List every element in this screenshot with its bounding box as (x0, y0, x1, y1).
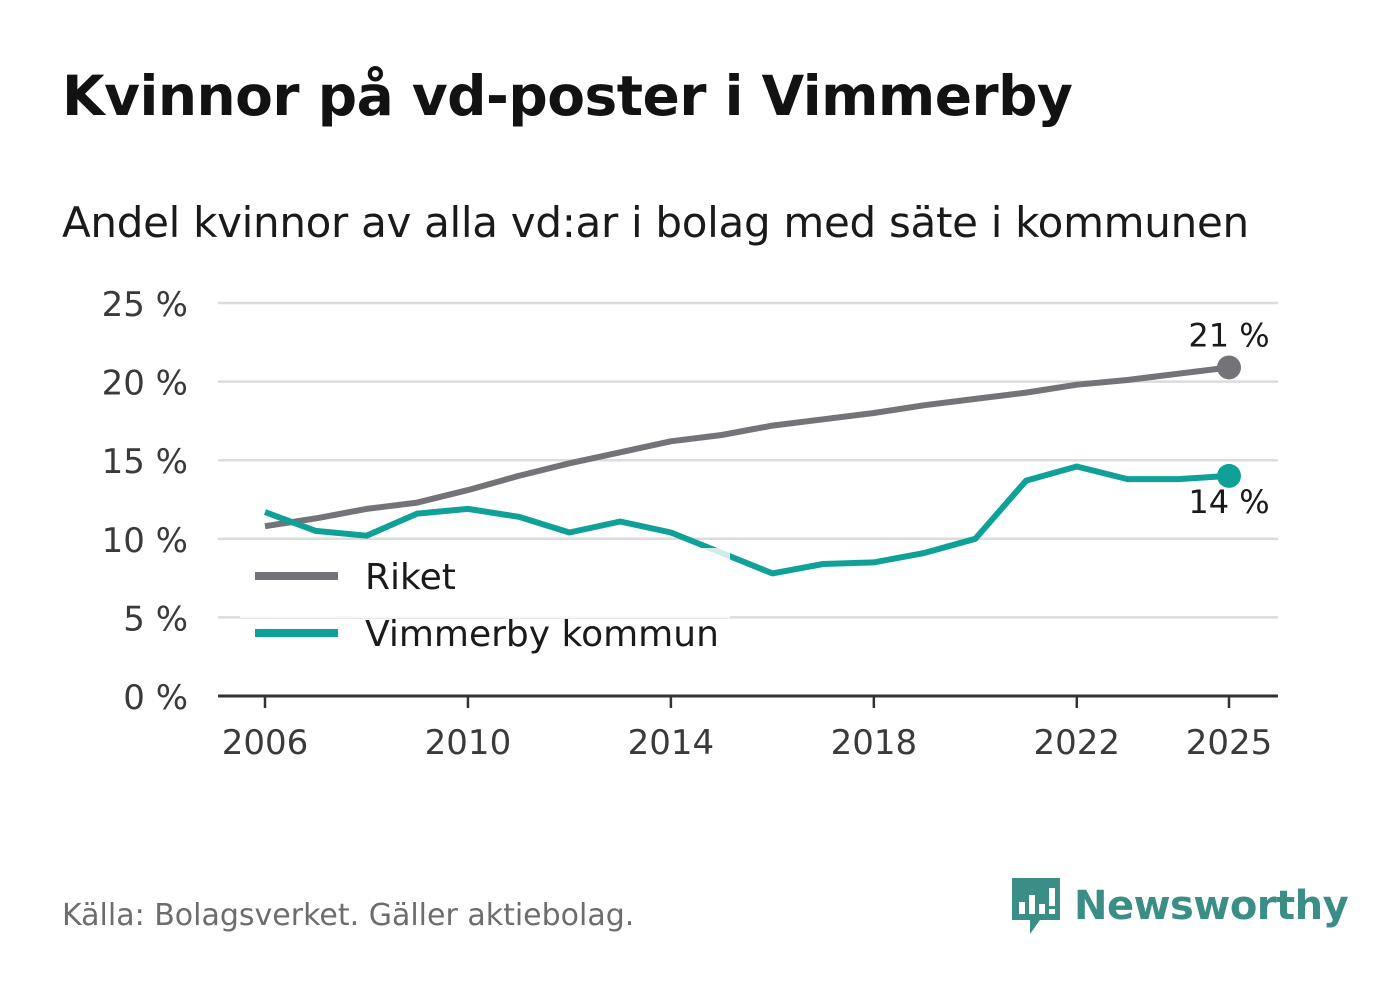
chart-subtitle: Andel kvinnor av alla vd:ar i bolag med … (62, 198, 1249, 247)
x-tick-label: 2006 (222, 723, 309, 763)
y-tick-label: 20 % (102, 364, 188, 404)
newsworthy-logo: Newsworthy (1010, 876, 1349, 936)
end-label-riket: 21 % (1188, 316, 1269, 354)
x-tick-label: 2022 (1034, 723, 1121, 763)
chart-title: Kvinnor på vd-poster i Vimmerby (62, 64, 1073, 128)
y-tick-label: 5 % (123, 599, 188, 639)
end-point-kommun (1217, 463, 1241, 488)
y-tick-label: 15 % (102, 442, 188, 482)
y-tick-label: 10 % (102, 521, 188, 561)
end-point-riket (1217, 355, 1241, 380)
y-tick-label: 0 % (123, 678, 188, 718)
legend-background (240, 548, 730, 618)
x-tick-label: 2025 (1186, 723, 1273, 763)
x-tick-label: 2018 (831, 723, 918, 763)
y-tick-label: 25 % (102, 285, 188, 325)
brand-name: Newsworthy (1074, 883, 1349, 929)
source-note: Källa: Bolagsverket. Gäller aktiebolag. (62, 898, 635, 933)
legend-label-riket: Riket (365, 557, 456, 598)
series-line-kommun (263, 463, 1230, 577)
end-label-kommun: 14 % (1188, 483, 1269, 521)
legend-label-kommun: Vimmerby kommun (365, 614, 719, 655)
x-tick-label: 2010 (425, 723, 512, 763)
x-tick-label: 2014 (628, 723, 715, 763)
series-line-riket (264, 364, 1230, 530)
newsworthy-logo-icon (1012, 878, 1060, 934)
